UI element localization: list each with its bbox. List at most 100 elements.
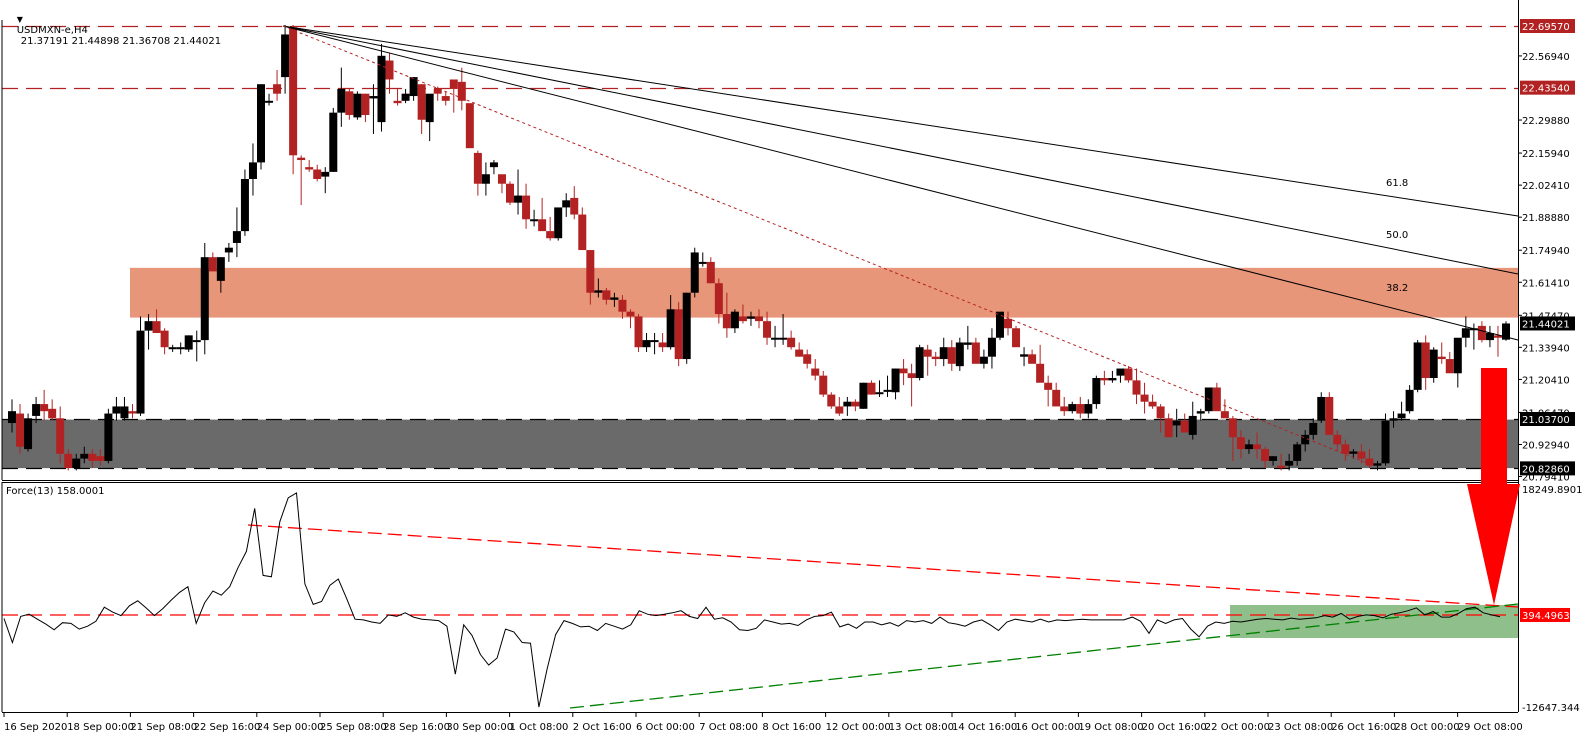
candle-body	[618, 299, 627, 312]
candle	[1437, 342, 1446, 364]
candle-body	[104, 413, 113, 461]
price-tick-label: 20.79410	[1522, 473, 1570, 484]
candle	[361, 93, 370, 123]
fib-fan-label: 61.8	[1386, 178, 1408, 189]
candle	[650, 332, 659, 355]
candle	[465, 103, 474, 149]
candle	[1156, 404, 1165, 433]
candle	[1485, 325, 1494, 348]
time-tick-label: 30 Sep 00:00	[446, 722, 513, 733]
candle-body	[690, 252, 699, 293]
candle	[48, 399, 57, 421]
candle-body	[586, 250, 595, 293]
axes: 22.56940 22.29880 22.15940 22.02410 21.88880…	[1, 0, 1582, 733]
candle	[24, 413, 33, 452]
candle-body	[1341, 444, 1350, 454]
candle-body	[787, 337, 796, 348]
candle	[995, 311, 1004, 341]
candle-body	[1212, 387, 1221, 412]
time-tick-label: 6 Oct 00:00	[636, 722, 695, 733]
force-zone	[1230, 605, 1518, 638]
candle	[947, 340, 956, 371]
price-tick-label: 21.61410	[1522, 278, 1570, 289]
candle-body	[80, 453, 89, 459]
fib-fan-line[interactable]	[282, 25, 1519, 217]
candle-body	[40, 404, 49, 412]
price-panel[interactable]: 38.2 50.0 61.8	[2, 24, 1519, 471]
candle-body	[1325, 396, 1334, 435]
candle	[698, 252, 707, 267]
candle	[385, 53, 394, 94]
candle-body	[1389, 418, 1398, 421]
candle-body	[441, 96, 450, 101]
time-tick-label: 28 Oct 00:00	[1394, 722, 1459, 733]
candle	[200, 242, 209, 355]
candle-body	[64, 453, 73, 469]
candle	[1100, 370, 1109, 386]
candle-body	[449, 79, 458, 89]
fib-fan-line[interactable]	[282, 25, 1519, 341]
candle-body	[1437, 356, 1446, 360]
candle	[401, 88, 410, 104]
price-tick-label: 21.74940	[1522, 246, 1570, 257]
force-indicator-panel[interactable]	[2, 492, 1519, 709]
candle-body	[289, 27, 298, 156]
candle-body	[1453, 337, 1462, 374]
candle-body	[1156, 406, 1165, 419]
candle	[1405, 385, 1414, 414]
candle-body	[248, 162, 257, 179]
candle-body	[425, 93, 434, 123]
candle	[867, 380, 876, 395]
candle-body	[72, 458, 81, 469]
candle-body	[144, 321, 153, 331]
candle	[554, 207, 563, 241]
candle	[192, 330, 201, 362]
candle-body	[337, 88, 346, 113]
candle	[160, 328, 169, 355]
candle	[586, 250, 595, 305]
collapse-triangle-icon[interactable]: ▼	[16, 15, 23, 24]
candle	[1461, 316, 1470, 348]
time-tick-label: 14 Oct 16:00	[952, 722, 1017, 733]
candle	[8, 399, 16, 433]
candle	[265, 93, 274, 106]
candle	[626, 309, 635, 329]
force-level-label-box	[1520, 607, 1570, 622]
price-label-box	[1520, 19, 1575, 33]
candle	[1293, 441, 1302, 466]
time-tick-label: 18 Sep 00:00	[67, 722, 134, 733]
candle-body	[1228, 418, 1237, 438]
candle-body	[1309, 423, 1318, 435]
candle	[674, 302, 683, 367]
force-trendline-down[interactable]	[247, 524, 1519, 608]
candle-body	[883, 389, 892, 392]
fib-fan-line[interactable]	[282, 25, 1519, 275]
candle-body	[698, 261, 707, 264]
candle-body	[779, 337, 788, 340]
candle-body	[313, 169, 322, 179]
trendline-dotted[interactable]	[282, 25, 1373, 466]
candle	[827, 392, 836, 409]
candle-body	[1076, 404, 1085, 414]
candle	[618, 295, 627, 319]
candle-body	[1253, 444, 1261, 450]
candle-body	[1381, 420, 1390, 464]
candle	[875, 380, 884, 397]
candle-body	[995, 311, 1004, 338]
candle	[1148, 394, 1157, 409]
candle-body	[722, 314, 731, 329]
candle	[112, 396, 121, 421]
candle-body	[755, 316, 763, 322]
candle	[289, 24, 298, 175]
candle-body	[265, 100, 274, 103]
candle	[955, 337, 964, 371]
candle	[1164, 413, 1173, 438]
price-label: 22.69570	[1522, 22, 1570, 33]
down-arrow-icon	[1467, 368, 1520, 605]
candle-body	[1244, 444, 1253, 450]
candle	[144, 314, 153, 350]
price-tick-label: 22.15940	[1522, 149, 1570, 160]
candle	[939, 337, 948, 367]
